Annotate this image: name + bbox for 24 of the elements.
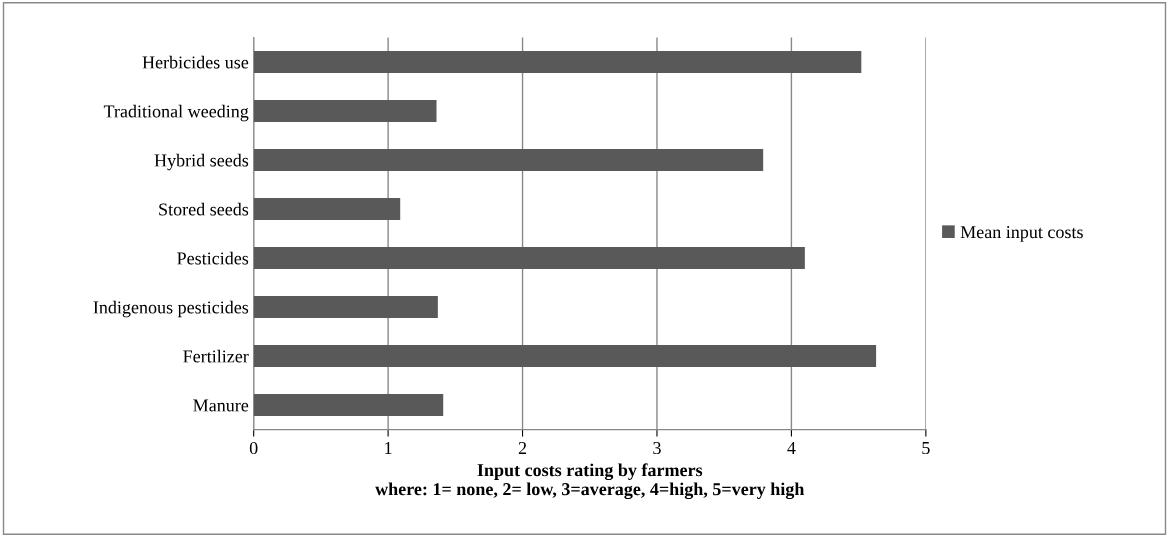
y-tick-label: Pesticides: [177, 251, 249, 265]
y-tick-label: Fertilizer: [183, 349, 249, 363]
bar: [253, 100, 437, 123]
y-tick-label: Traditional weeding: [103, 104, 249, 122]
x-tick-label: 2: [518, 441, 527, 454]
y-tick-label: Herbicides use: [142, 55, 249, 69]
bar: [253, 51, 862, 74]
bar: [253, 247, 805, 270]
y-tick-label: Stored seeds: [159, 202, 249, 216]
y-tick-label: Hybrid seeds: [154, 153, 249, 171]
x-tick-label: 3: [653, 441, 661, 455]
bar: [253, 149, 764, 172]
bar: [253, 345, 877, 368]
x-tick-label: 5: [922, 442, 930, 455]
bar: [253, 394, 444, 417]
legend-label: Mean input costs: [960, 226, 1083, 242]
x-tick-label: 0: [249, 441, 258, 455]
x-tick-label: 4: [787, 442, 796, 454]
y-tick-label: Indigenous pesticides: [93, 300, 249, 318]
bar: [253, 198, 401, 221]
bar: [253, 296, 438, 319]
x-axis-title: Input costs rating by farmers where: 1= none, 2= low, 3=average, 4=high, 5=very high: [375, 463, 805, 500]
x-tick-label: 1: [385, 442, 392, 454]
y-tick-label: Manure: [193, 399, 249, 412]
